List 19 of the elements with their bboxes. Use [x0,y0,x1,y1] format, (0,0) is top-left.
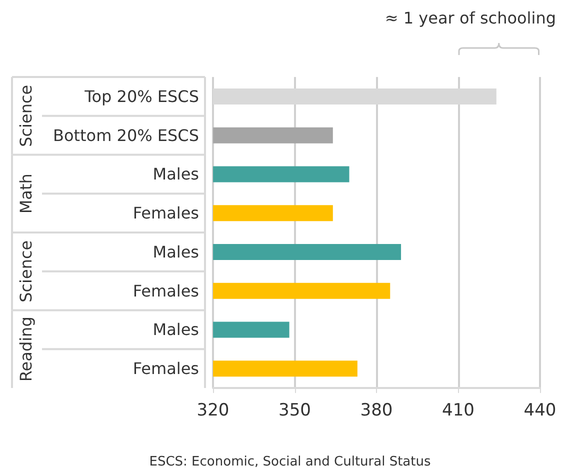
text: Math [16,174,36,214]
y-tick-label: Males [152,320,199,340]
x-tick-label: 410 [442,400,474,420]
y-tick-label: Females [132,281,199,300]
y-tick-label: Males [152,242,199,262]
x-tick-label: 350 [278,400,311,420]
x-tick-label: 440 [524,400,556,420]
text: Science [16,84,36,147]
y-tick-label: Females [132,204,199,223]
y-tick-label: Bottom 20% ESCS [52,126,199,145]
text: Reading [16,316,36,382]
text: ESCS: Economic, Social and Cultural Status [149,454,431,470]
y-tick-label: Females [132,359,199,378]
x-tick-label: 380 [360,400,393,420]
y-tick-label: Top 20% ESCS [84,86,199,106]
y-tick-label: Males [152,164,199,184]
text: ≈ 1 year of schooling [384,8,556,28]
text: Science [16,240,36,302]
x-tick-label: 320 [196,400,230,420]
